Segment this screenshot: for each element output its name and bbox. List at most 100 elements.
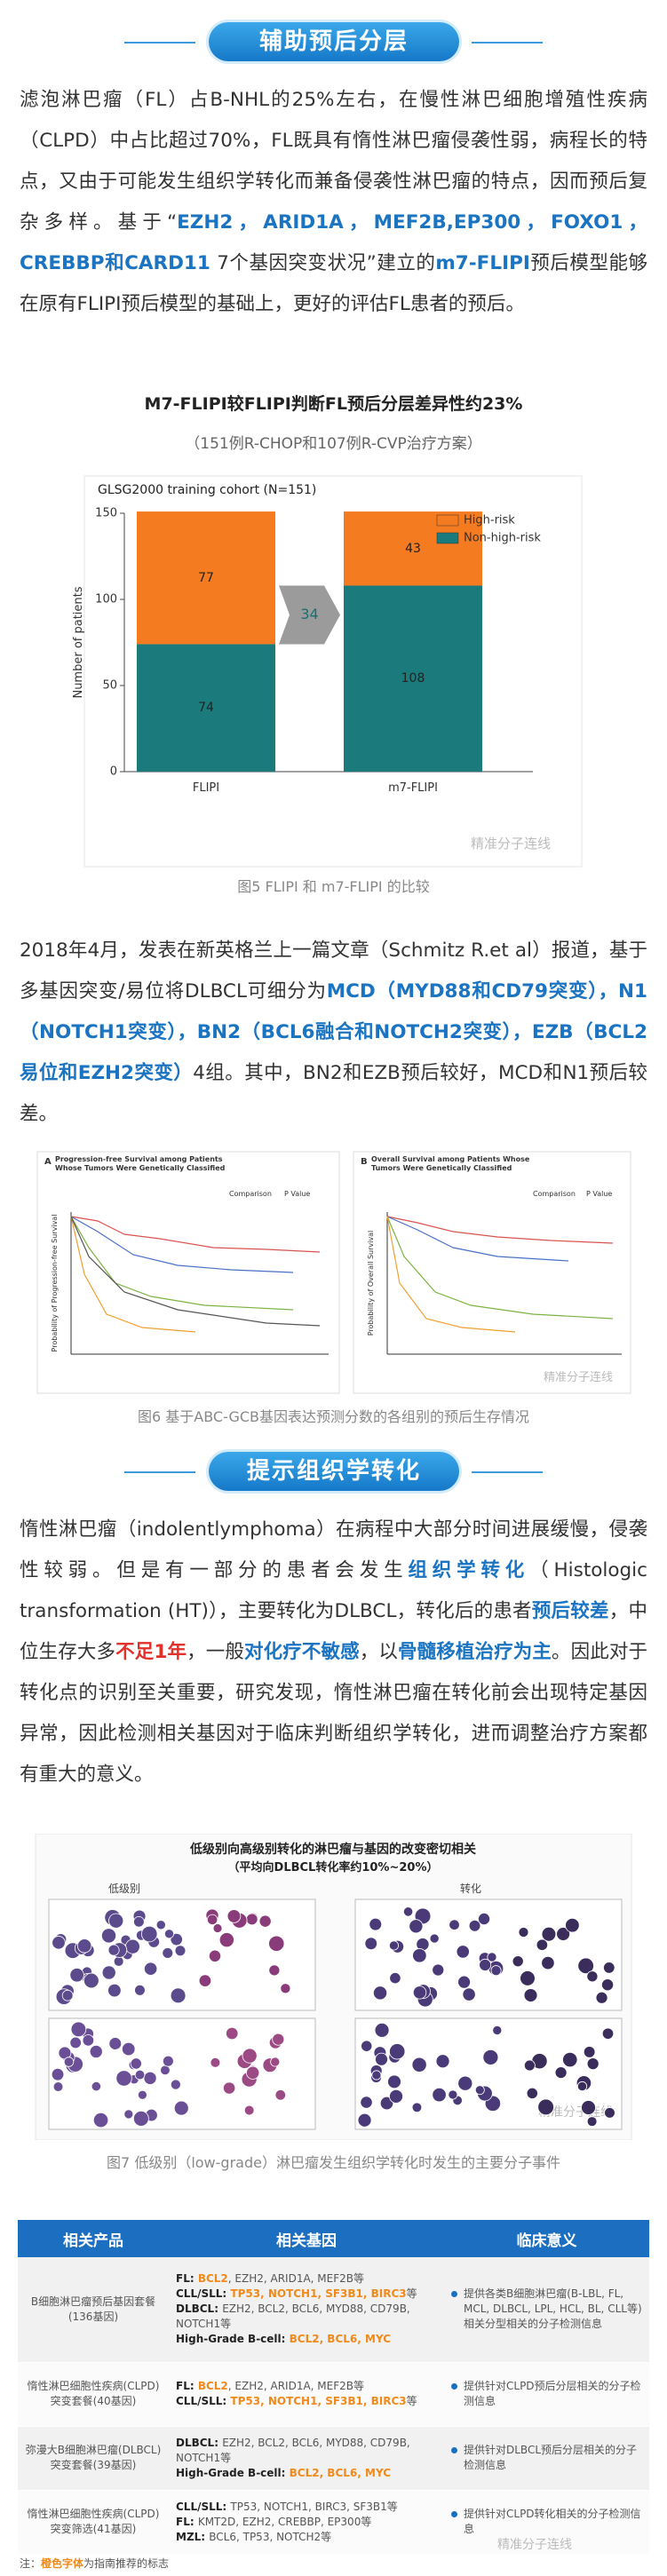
highlight-text: 对化疗不敏感	[243, 1641, 360, 1663]
paragraph: 滤泡淋巴瘤（FL）占B-NHL的25%左右，在慢性淋巴细胞增殖性疾病（CLPD）…	[20, 80, 647, 325]
gene-line: DLBCL: EZH2, BCL2, BCL6, MYD88, CD79B, N…	[176, 2436, 437, 2466]
highlight-text: DLBCL:	[176, 2436, 223, 2449]
y-tick-label: 100	[95, 593, 117, 606]
cell	[134, 1984, 146, 1996]
cell	[70, 2021, 87, 2038]
text: 提供针对DLBCL预后分层相关的分子检测信息	[464, 2444, 638, 2471]
stage-label: 低级别	[108, 1882, 140, 1895]
cell	[374, 2022, 390, 2038]
highlight-text: BCL2, BCL6, MYC	[289, 2333, 392, 2346]
gene-line: High-Grade B-cell: BCL2, BCL6, MYC	[176, 2332, 437, 2347]
product-cell: 弥漫大B细胞淋巴瘤(DLBCL)突变套餐(39基因)	[18, 2426, 169, 2491]
genes-cell: CLL/SLL: TP53, NOTCH1, BIRC3, SF3B1等 FL: …	[169, 2490, 444, 2555]
y-tick-label: 0	[110, 765, 117, 779]
cell	[369, 1917, 383, 1931]
figure-subtitle: （151例R-CHOP和107例R-CVP治疗方案）	[185, 435, 482, 453]
cell	[137, 2089, 147, 2100]
km-curve	[386, 1216, 614, 1320]
cell	[162, 2055, 174, 2067]
cell	[583, 2046, 596, 2058]
cell	[379, 2096, 394, 2111]
cell	[280, 1983, 291, 1994]
cell	[270, 2057, 281, 2067]
cell	[107, 1944, 120, 1956]
cell	[226, 1909, 242, 1923]
table-header-cell: 临床意义	[444, 2220, 649, 2257]
genes-cell: DLBCL: EZH2, BCL2, BCL6, MYD88, CD79B, N…	[169, 2426, 444, 2491]
cell	[371, 2070, 382, 2081]
cell	[556, 1927, 571, 1941]
cell	[123, 2109, 134, 2120]
cell	[274, 2089, 287, 2101]
cell	[242, 2048, 258, 2064]
cell	[243, 2104, 255, 2116]
cell	[456, 1945, 470, 1959]
text: ，以	[359, 1641, 398, 1663]
highlight-text: CLL/SLL:	[176, 2287, 231, 2301]
text: 预后模型能够在原有FLIPI预后模型的基础上，更好的评估FL患者的预后。	[20, 252, 647, 315]
text: 等	[406, 2395, 417, 2407]
bar-segment	[344, 511, 482, 586]
bar-segment	[137, 511, 275, 645]
cell	[69, 2036, 82, 2049]
data-label: 108	[401, 671, 425, 686]
text: ，一般	[187, 1641, 244, 1663]
cell	[140, 1925, 158, 1943]
panel-frame	[353, 1151, 631, 1394]
cell	[432, 1963, 445, 1977]
cell	[61, 1989, 74, 2001]
section-header: 提示组织学转化	[0, 1452, 667, 1493]
table-row: B细胞淋巴瘤预后基因套餐(136基因) FL: BCL2, EZH2, ARID1…	[18, 2257, 649, 2363]
panel-letter: A	[44, 1157, 52, 1167]
cell	[577, 1957, 594, 1975]
bullet	[451, 2511, 457, 2517]
cell	[206, 1914, 218, 1925]
highlight-text: High-Grade B-cell:	[176, 2466, 290, 2479]
text: 为指南推荐的标志	[83, 2557, 170, 2570]
table: 相关产品 相关基因 临床意义 B细胞淋巴瘤预后基因套餐(136基因) FL: BC…	[18, 2220, 649, 2555]
figure-subtitle: （平均向DLBCL转化率约10%~20%）	[228, 1860, 439, 1875]
cell	[435, 2054, 450, 2069]
text: TP53, NOTCH1, BIRC3, SF3B1等	[230, 2500, 398, 2513]
cell	[92, 2112, 109, 2128]
text: 等	[406, 2287, 417, 2301]
header-line	[472, 42, 543, 44]
cell	[554, 2066, 568, 2079]
gene-line: CLL/SLL: TP53, NOTCH1, SF3B1, BIRC3等	[176, 2287, 437, 2302]
cell	[144, 1962, 158, 1976]
figure-caption: 图5 FLIPI 和 m7-FLIPI 的比较	[237, 878, 430, 895]
cell	[133, 1915, 145, 1928]
cell	[63, 2057, 75, 2067]
cell	[113, 1956, 124, 1967]
km-curve	[386, 1216, 516, 1333]
cell	[51, 2067, 65, 2081]
cell	[163, 1929, 174, 1939]
y-tick-label: 50	[102, 679, 117, 693]
cell	[170, 2079, 181, 2090]
text: 惰性淋巴瘤（indolentlymphoma）在病程中大部分时间进展缓慢，侵袭性…	[20, 1518, 647, 1581]
text: 2018年4月，发表在新英格兰上一篇文章（Schmitz R.et al）报道，…	[20, 939, 647, 1003]
paragraph: 2018年4月，发表在新英格兰上一篇文章（Schmitz R.et al）报道，…	[20, 931, 647, 1135]
cell	[520, 1970, 536, 1986]
cell	[478, 1912, 491, 1926]
cell	[132, 2110, 149, 2127]
panel-frame	[36, 1151, 340, 1394]
product-cell: 惰性淋巴细胞性疾病(CLPD)突变套餐(40基因)	[18, 2362, 169, 2427]
bullet	[451, 2383, 457, 2390]
cell	[565, 1917, 580, 1933]
significance-cell: 提供针对CLPD转化相关的分子检测信息	[444, 2490, 649, 2555]
figure-caption: 图7 低级别（low-grade）淋巴瘤发生组织学转化时发生的主要分子事件	[107, 2154, 560, 2171]
header-line	[472, 1471, 543, 1473]
km-curve	[70, 1216, 294, 1311]
section-header: 辅助预后分层	[0, 22, 667, 63]
cell	[586, 2116, 598, 2127]
cell	[246, 2065, 260, 2080]
text: BCL6, TP53, NOTCH2等	[209, 2530, 332, 2543]
chart-title: GLSG2000 training cohort (N=151)	[98, 483, 316, 497]
cell	[89, 2044, 103, 2058]
cell	[595, 1991, 608, 2004]
text: EZH2, BCL2, BCL6, MYD88, CD79B, NOTCH1等	[176, 2436, 410, 2464]
cell	[402, 1906, 414, 1917]
text: KMT2D, EZH2, CREBBP, EP300等	[197, 2515, 372, 2528]
highlight-text: FL:	[176, 2380, 198, 2392]
